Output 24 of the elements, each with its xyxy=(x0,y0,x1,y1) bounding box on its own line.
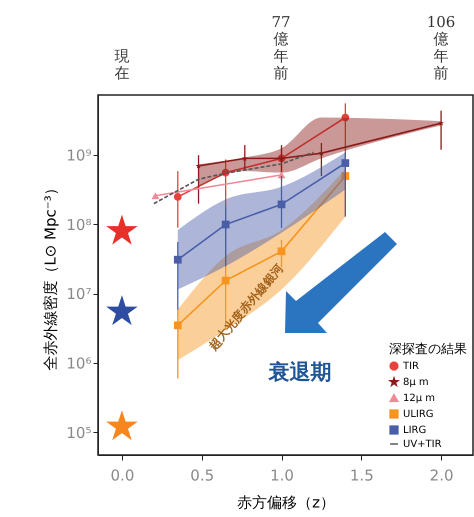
y-tick-label: 10⁸ xyxy=(66,216,92,234)
legend-title: 深探査の結果 xyxy=(389,342,467,357)
annotation: 衰退期 xyxy=(268,360,332,384)
x-tick-label: 1.0 xyxy=(270,466,294,484)
text: 106億年前 xyxy=(426,13,456,82)
x-tick-label: 1.5 xyxy=(350,466,374,484)
legend-label: LIRG xyxy=(403,425,426,436)
annotation: 超大光度赤外線銀河 xyxy=(205,261,286,354)
legend-label: TIR xyxy=(402,361,420,372)
x-tick-label: 2.0 xyxy=(430,466,454,484)
y-tick-label: 10⁵ xyxy=(66,424,92,442)
x-tick-label: 0.0 xyxy=(110,466,134,484)
x-axis-title: 赤方偏移（z） xyxy=(237,494,335,512)
y-tick-label: 10⁹ xyxy=(66,146,92,165)
text: 現在 xyxy=(114,47,130,82)
legend-label: 8μ m xyxy=(403,377,429,388)
legend-label: ULIRG xyxy=(403,409,434,420)
legend-label: UV+TIR xyxy=(403,439,442,450)
text: 77億年前 xyxy=(271,13,291,82)
legend-label: 12μ m xyxy=(403,393,436,404)
y-tick-label: 10⁷ xyxy=(66,285,92,304)
y-axis-title: 全赤外線密度（L⊙ Mpc⁻³） xyxy=(41,180,60,371)
y-tick-label: 10⁶ xyxy=(66,354,92,373)
x-tick-label: 0.5 xyxy=(190,466,214,484)
